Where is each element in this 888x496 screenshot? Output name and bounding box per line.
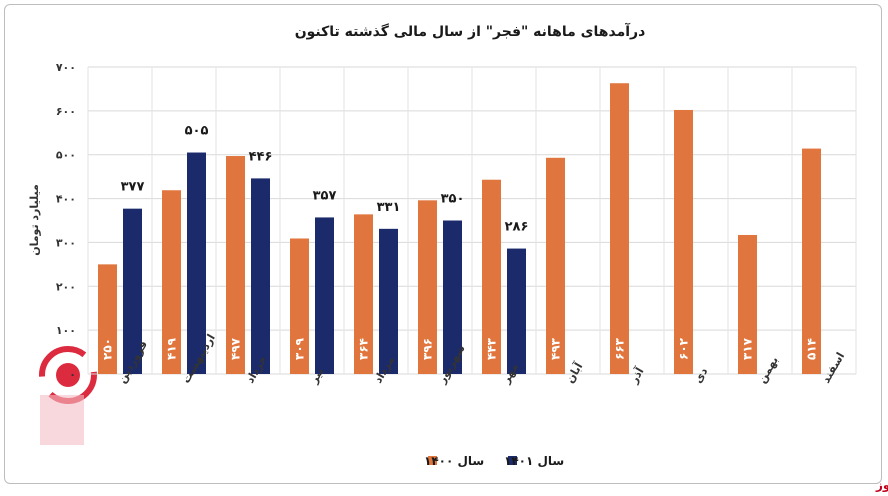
data-label-1400: ۴۱۹: [165, 337, 179, 360]
bar-1400: [546, 157, 565, 374]
data-label-1401: ۳۳۱: [377, 200, 401, 215]
x-tick-label: اسفند: [819, 350, 847, 385]
bar-1401: [315, 217, 334, 374]
bar-1400: [354, 214, 373, 374]
bar-1401: [379, 228, 398, 374]
x-tick-label: آذر: [626, 365, 647, 387]
data-label-1400: ۵۱۴: [805, 338, 819, 360]
y-tick-label: ۴۰۰: [56, 193, 76, 206]
chart-title: درآمدهای ماهانه "فجر" از سال مالی گذشته …: [295, 22, 646, 40]
bar-1400: [802, 148, 821, 374]
source-credit: بورس نیوز: [875, 478, 888, 493]
y-tick-label: ۶۰۰: [56, 105, 76, 118]
legend: سال ۱۴۰۱ سال ۱۴۰۰: [424, 454, 564, 468]
grid: [87, 66, 857, 375]
data-label-1401: ۳۵۷: [313, 188, 337, 203]
data-label-1401: ۲۸۶: [505, 220, 529, 235]
x-tick-label: آبان: [562, 360, 585, 386]
y-tick-label: ۰: [69, 368, 76, 381]
data-label-1400: ۳۹۶: [421, 338, 435, 360]
y-axis-label: میلیارد تومان: [28, 184, 41, 256]
x-axis-ticks: فروردین اردیبهشت خرداد تیر مرداد شهریور مهر آبا…: [115, 332, 847, 387]
bar-1401: [443, 220, 462, 374]
bar-1400: [290, 238, 309, 374]
y-tick-label: ۱۰۰: [56, 324, 76, 337]
y-tick-label: ۵۰۰: [56, 149, 76, 162]
bar-1401: [507, 248, 526, 374]
bar-1400: [482, 179, 501, 374]
bar-1400: [162, 190, 181, 374]
bar-1400: [418, 200, 437, 374]
bar-1400: [226, 156, 245, 374]
bar-1400: [738, 234, 757, 374]
data-label-1400: ۴۴۳: [485, 337, 499, 360]
bar-1400: [610, 83, 629, 374]
bar-1401: [123, 208, 142, 374]
y-tick-label: ۳۰۰: [56, 236, 76, 249]
data-label-1401: ۴۴۶: [249, 149, 273, 164]
bar-1400: [674, 109, 693, 374]
bar-1401: [251, 178, 270, 374]
data-label-1401: ۳۷۷: [121, 180, 145, 195]
data-label-1400: ۳۱۷: [741, 337, 755, 360]
y-axis-ticks: ۰ ۱۰۰ ۲۰۰ ۳۰۰ ۴۰۰ ۵۰۰ ۶۰۰ ۷۰۰: [56, 61, 76, 381]
data-label-1400: ۴۹۳: [549, 337, 563, 360]
legend-label: سال ۱۴۰۰: [424, 454, 484, 468]
x-tick-label: بهمن: [755, 354, 781, 385]
data-label-1400: ۶۰۲: [677, 337, 691, 360]
data-label-1400: ۲۵۰: [101, 338, 115, 360]
y-tick-label: ۷۰۰: [56, 61, 76, 74]
data-labels: ۲۵۰ ۳۷۷ ۴۱۹ ۵۰۵ ۴۹۷ ۴۴۶ ۳۰۹ ۳۵۷ ۳۶۴ ۳۳۱ ۳۹۶ ۳۵۰ ۴۴۳ ۲…: [101, 124, 819, 360]
bars: [98, 83, 821, 374]
data-label-1400: ۳۶۴: [357, 338, 371, 360]
data-label-1401: ۵۰۵: [185, 124, 209, 139]
bar-1401: [187, 152, 206, 374]
bar-1400: [98, 264, 117, 374]
watermark-logo: [39, 346, 97, 445]
data-label-1400: ۴۹۷: [229, 337, 243, 360]
legend-label: سال ۱۴۰۱: [504, 454, 564, 468]
y-tick-label: ۲۰۰: [56, 280, 76, 293]
data-label-1400: ۶۶۳: [613, 337, 627, 360]
data-label-1400: ۳۰۹: [293, 337, 307, 360]
x-tick-label: دی: [691, 365, 710, 385]
legend-swatch: [428, 456, 437, 465]
data-label-1401: ۳۵۰: [441, 192, 465, 207]
legend-swatch: [508, 456, 517, 465]
